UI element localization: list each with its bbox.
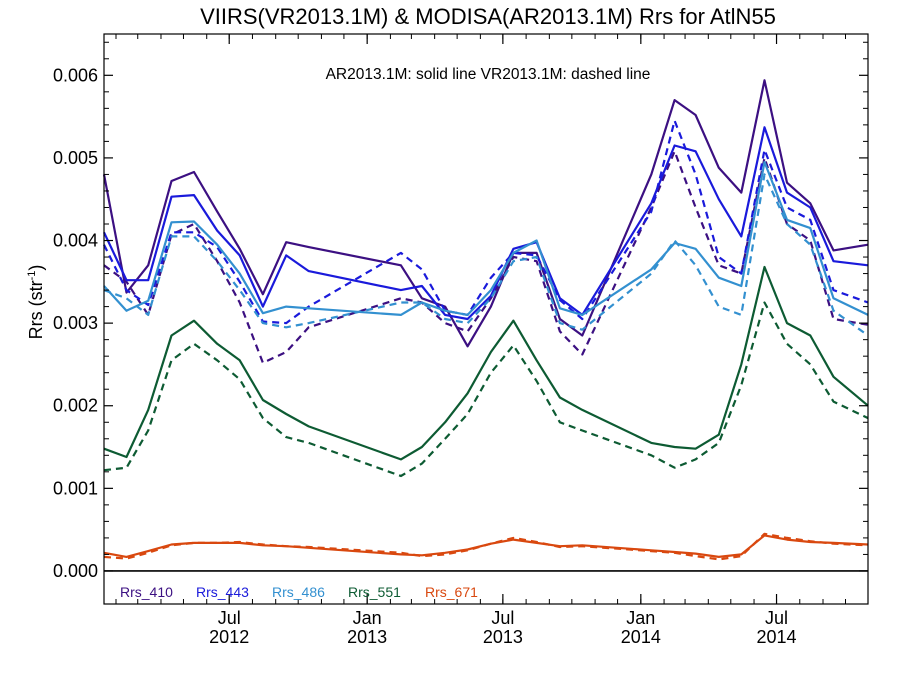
series-line-rrs-671-solid xyxy=(103,534,869,559)
plot-area xyxy=(102,79,869,572)
series-line-rrs-551-solid xyxy=(103,265,869,461)
x-tick-label-month: Jul xyxy=(765,608,788,628)
legend: Rrs_410 Rrs_443 Rrs_486 Rrs_551 Rrs_671 xyxy=(120,584,478,600)
y-axis-label-superscript: -1 xyxy=(26,271,38,281)
series-line-rrs-443-dashed xyxy=(103,119,869,325)
series-line-rrs-551-dashed xyxy=(103,301,869,478)
y-tick-label: 0.000 xyxy=(53,561,98,581)
x-tick-label-year: 2014 xyxy=(757,627,797,647)
y-tick-label: 0.001 xyxy=(53,478,98,498)
legend-label-rrs-443: Rrs_443 xyxy=(196,584,249,600)
legend-label-rrs-486: Rrs_486 xyxy=(272,584,325,600)
axes: 0.0000.0010.0020.0030.0040.0050.006Jul20… xyxy=(53,33,869,647)
plot-frame xyxy=(103,33,869,605)
y-tick-label: 0.002 xyxy=(53,396,98,416)
series-line-rrs-443-solid xyxy=(103,126,869,321)
series-line-rrs-410-solid xyxy=(102,79,869,348)
x-tick-label-month: Jan xyxy=(626,608,655,628)
series-line-rrs-486-solid xyxy=(103,160,869,316)
y-axis-label: Rrs (str-1) xyxy=(26,265,46,340)
legend-label-rrs-410: Rrs_410 xyxy=(120,584,173,600)
y-tick-label: 0.005 xyxy=(53,148,98,168)
legend-label-rrs-551: Rrs_551 xyxy=(348,584,401,600)
y-axis-label-main: Rrs (str xyxy=(26,280,46,339)
x-tick-label-month: Jul xyxy=(491,608,514,628)
y-tick-label: 0.006 xyxy=(53,65,98,85)
y-tick-label: 0.003 xyxy=(53,313,98,333)
x-tick-label-year: 2014 xyxy=(621,627,661,647)
y-axis-label-tail: ) xyxy=(26,265,46,271)
chart-title: VIIRS(VR2013.1M) & MODISA(AR2013.1M) Rrs… xyxy=(200,4,776,29)
x-tick-label-year: 2013 xyxy=(483,627,523,647)
legend-label-rrs-671: Rrs_671 xyxy=(425,584,478,600)
x-tick-label-year: 2013 xyxy=(347,627,387,647)
x-tick-label-year: 2012 xyxy=(209,627,249,647)
x-tick-label-month: Jan xyxy=(353,608,382,628)
series-line-rrs-671-dashed xyxy=(103,532,869,561)
x-tick-label-month: Jul xyxy=(218,608,241,628)
line-style-annotation: AR2013.1M: solid line VR2013.1M: dashed … xyxy=(326,66,651,83)
y-tick-label: 0.004 xyxy=(53,231,98,251)
